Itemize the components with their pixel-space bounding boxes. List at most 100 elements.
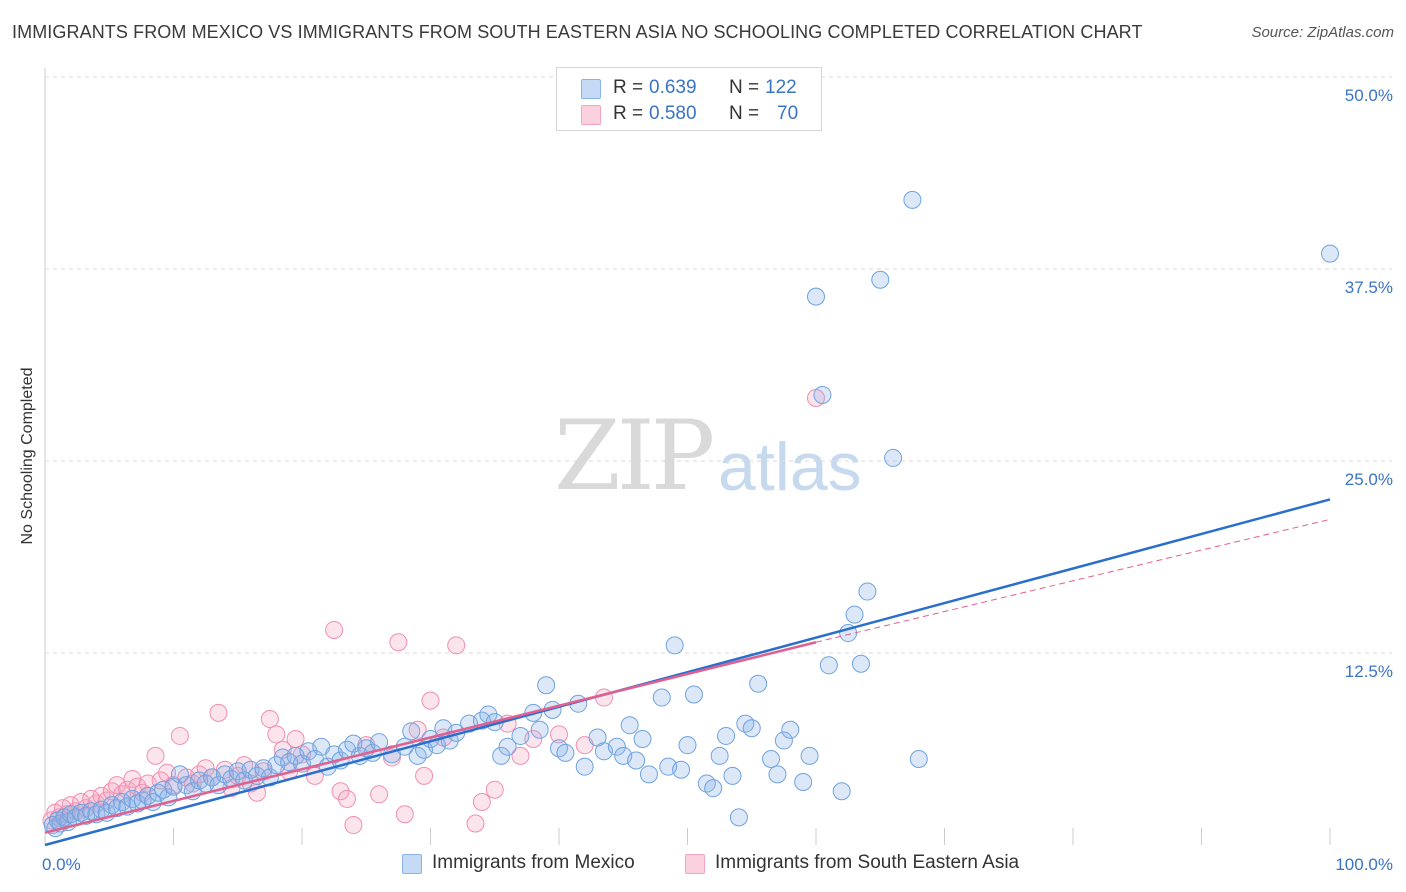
sea-point: [511, 746, 530, 765]
sea-point: [395, 805, 414, 824]
mexico-point: [717, 726, 736, 745]
legend-n-label: N =: [729, 77, 760, 98]
sea-point: [146, 746, 165, 765]
mexico-point: [781, 720, 800, 739]
mexico-point: [697, 774, 716, 793]
sea-point: [170, 726, 189, 745]
watermark-zip: ZIP: [554, 400, 715, 512]
mexico-point: [909, 749, 928, 768]
mexico-point: [639, 765, 658, 784]
mexico-point: [665, 636, 684, 655]
sea-point: [370, 785, 389, 804]
chart-title: IMMIGRANTS FROM MEXICO VS IMMIGRANTS FRO…: [12, 22, 1143, 42]
mexico-point: [607, 737, 626, 756]
mexico-point: [794, 773, 813, 792]
mexico-point: [537, 676, 556, 695]
mexico-point: [762, 749, 781, 768]
mexico-point: [684, 685, 703, 704]
mexico-legend-swatch: [402, 854, 422, 874]
legend-r-label: R =: [613, 77, 644, 98]
sea-point: [344, 816, 363, 835]
sea-point: [408, 720, 427, 739]
sea-point: [286, 730, 305, 749]
mexico-point: [710, 746, 729, 765]
grid-lines: [45, 76, 1392, 654]
sea-point: [472, 792, 491, 811]
mexico-point: [832, 782, 851, 801]
mexico-point: [1321, 244, 1339, 263]
mexico-point: [170, 765, 189, 784]
mexico-point: [633, 730, 652, 749]
mexico-point: [749, 674, 768, 693]
tick-labels: 12.5% 25.0% 37.5% 50.0% 0.0% 100.0%: [42, 86, 1393, 874]
y-tick-label: 50.0%: [1345, 86, 1393, 105]
mexico-point: [845, 605, 864, 624]
sea-trend-line: [44, 641, 817, 834]
mexico-point: [800, 746, 819, 765]
mexico-point: [819, 656, 838, 675]
x-tick-label: 0.0%: [42, 855, 81, 874]
watermark-atlas: atlas: [718, 429, 862, 505]
mexico-point: [556, 743, 575, 762]
mexico-point: [813, 385, 832, 404]
sea-swatch: [581, 105, 601, 125]
mexico-point: [102, 796, 121, 815]
legend-n-value: 122: [765, 77, 797, 98]
sea-point: [260, 710, 279, 729]
mexico-trend-line: [44, 498, 1331, 847]
sea-legend-swatch: [685, 854, 705, 874]
mexico-point: [903, 190, 922, 209]
sea-point: [466, 814, 485, 833]
sea-point: [447, 636, 466, 655]
sea-point: [267, 725, 286, 744]
legend-n-label: N =: [729, 103, 760, 124]
mexico-point: [273, 748, 292, 767]
legend-n-value: 70: [777, 103, 799, 124]
mexico-point: [627, 751, 646, 770]
mexico-point: [807, 287, 825, 306]
sea-point: [209, 703, 228, 722]
mexico-point: [530, 720, 549, 739]
mexico-point: [858, 582, 877, 601]
sea-point: [133, 783, 152, 802]
legend-r-value: 0.639: [649, 77, 697, 98]
sea-point: [550, 725, 568, 744]
sea-point: [389, 633, 408, 652]
mexico-point: [704, 779, 723, 798]
mexico-point: [736, 714, 755, 733]
sea-point: [331, 782, 350, 801]
mexico-point: [402, 722, 421, 741]
y-tick-label: 12.5%: [1345, 662, 1393, 681]
mexico-point: [492, 746, 511, 765]
mexico-point: [149, 783, 168, 802]
mexico-point: [672, 760, 691, 779]
mexico-point: [851, 654, 870, 673]
sea-point: [485, 780, 504, 799]
sea-point: [421, 691, 440, 710]
source-label: Source: ZipAtlas.com: [1251, 24, 1394, 41]
mexico-point: [884, 448, 903, 467]
y-tick-label: 25.0%: [1345, 470, 1393, 489]
mexico-point: [575, 757, 594, 776]
mexico-point: [768, 765, 787, 784]
stats-legend: R = 0.639 N = 122 R = 0.580 N = 70: [556, 67, 822, 131]
mexico-point: [652, 688, 671, 707]
mexico-point: [742, 719, 761, 738]
sea-point: [325, 620, 344, 639]
mexico-point: [774, 731, 793, 750]
sea-point: [415, 766, 434, 785]
mexico-point: [228, 762, 247, 781]
mexico-point: [723, 766, 742, 785]
mexico-series-points: [43, 190, 1339, 838]
sea-point: [337, 789, 356, 808]
sea-trend-extension: [815, 518, 1331, 643]
mexico-point: [620, 716, 639, 735]
sea-series-points: [42, 389, 825, 835]
mexico-legend-label: Immigrants from Mexico: [432, 852, 635, 873]
mexico-swatch: [581, 79, 601, 99]
legend-r-value: 0.580: [649, 103, 697, 124]
legend-r-label: R =: [613, 103, 644, 124]
y-tick-label: 37.5%: [1345, 278, 1393, 297]
axes: [44, 68, 1331, 845]
